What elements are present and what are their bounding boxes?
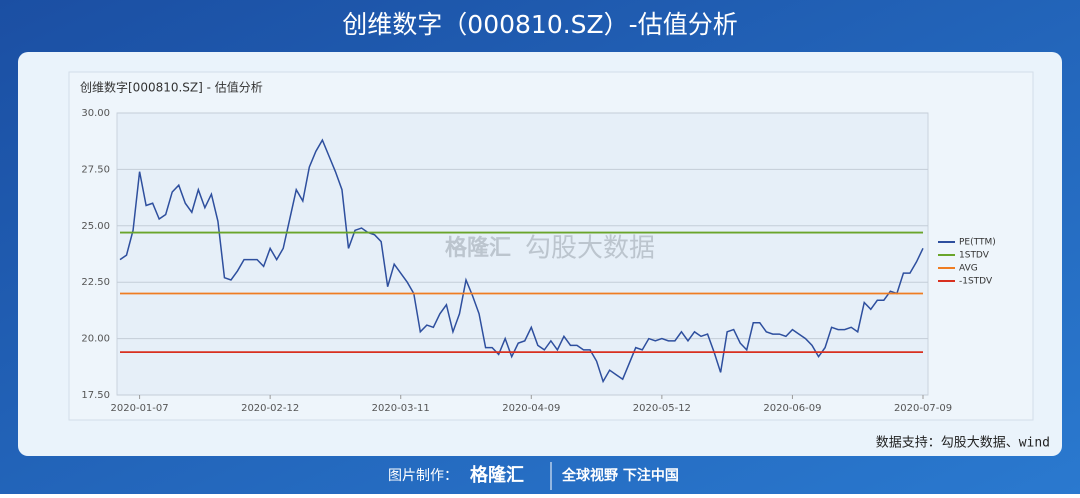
watermark: 格隆汇 xyxy=(445,235,511,261)
y-tick-label: 30.00 xyxy=(81,108,110,119)
y-tick-label: 27.50 xyxy=(81,164,110,175)
y-tick-label: 17.50 xyxy=(81,390,110,401)
y-tick-label: 22.50 xyxy=(81,277,110,288)
legend-label: -1STDV xyxy=(959,277,993,287)
x-tick-label: 2020-02-12 xyxy=(241,403,299,414)
chart-title: 创维数字[000810.SZ] - 估值分析 xyxy=(80,80,263,95)
watermark: 勾股大数据 xyxy=(525,234,655,264)
footer-brand: 格隆汇 xyxy=(470,464,524,486)
footer-slogan: 全球视野 下注中国 xyxy=(561,467,679,484)
y-tick-label: 20.00 xyxy=(81,334,110,345)
page-title: 创维数字（000810.SZ）-估值分析 xyxy=(342,10,737,39)
x-tick-label: 2020-04-09 xyxy=(502,403,560,414)
x-tick-label: 2020-03-11 xyxy=(372,403,430,414)
x-tick-label: 2020-05-12 xyxy=(633,403,691,414)
legend-label: 1STDV xyxy=(959,251,990,261)
x-tick-label: 2020-01-07 xyxy=(111,403,169,414)
source: 数据支持：勾股大数据、wind xyxy=(876,436,1050,451)
legend-label: PE(TTM) xyxy=(959,238,996,248)
y-tick-label: 25.00 xyxy=(81,221,110,232)
x-tick-label: 2020-07-09 xyxy=(894,403,952,414)
pe-line xyxy=(119,138,924,384)
footer-label: 图片制作： xyxy=(388,468,458,484)
plot-area xyxy=(116,112,929,396)
legend-label: AVG xyxy=(959,264,978,274)
x-tick-label: 2020-06-09 xyxy=(763,403,821,414)
